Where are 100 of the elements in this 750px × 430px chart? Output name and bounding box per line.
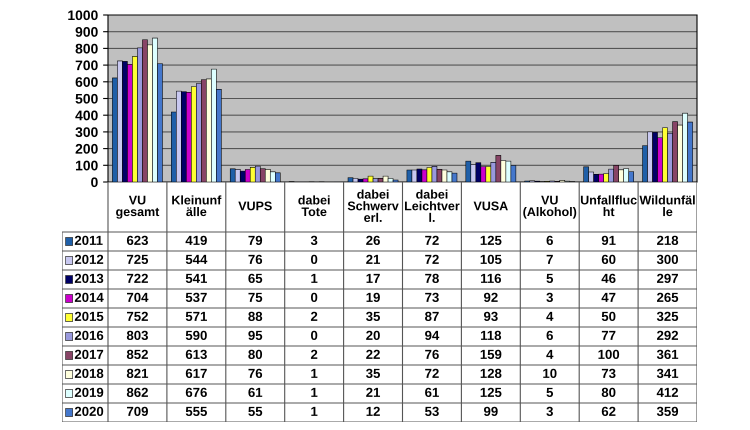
data-label: 613 xyxy=(186,350,207,360)
data-label: 128 xyxy=(480,368,502,378)
y-tick-label: 700 xyxy=(76,60,98,70)
legend-label: 2017 xyxy=(74,350,104,360)
data-label: 623 xyxy=(126,236,148,246)
y-tick-label: 500 xyxy=(76,94,98,104)
data-label: 7 xyxy=(546,254,553,264)
y-tick-label: 900 xyxy=(76,27,98,37)
data-label: 5 xyxy=(546,274,554,284)
data-label: 116 xyxy=(481,274,502,284)
data-label: 72 xyxy=(425,368,439,378)
data-label: 20 xyxy=(366,330,380,340)
data-label: 76 xyxy=(425,350,439,360)
legend-label: 2016 xyxy=(74,330,104,340)
data-label: 704 xyxy=(127,292,148,302)
data-label: 88 xyxy=(248,312,262,322)
data-label: 61 xyxy=(248,388,262,398)
y-tick-label: 300 xyxy=(75,127,98,138)
data-label: 10 xyxy=(543,368,557,378)
data-label: 47 xyxy=(602,292,616,302)
data-label: 0 xyxy=(311,330,318,340)
y-tick-label: 100 xyxy=(76,160,98,170)
data-label: 99 xyxy=(484,406,498,416)
data-label: 537 xyxy=(186,292,207,302)
data-label: 91 xyxy=(602,236,616,246)
data-label: 72 xyxy=(425,236,439,245)
x-tick-label: dabei Tote xyxy=(298,195,330,216)
data-label: 300 xyxy=(656,254,678,264)
data-label: 35 xyxy=(366,312,380,322)
data-label: 62 xyxy=(602,406,616,416)
data-label: 265 xyxy=(657,292,678,302)
data-label: 35 xyxy=(366,368,380,378)
data-label: 359 xyxy=(656,406,678,416)
x-tick-label: Kleinunf älle xyxy=(172,195,222,216)
data-label: 3 xyxy=(546,406,553,416)
data-label: 125 xyxy=(480,388,502,398)
data-label: 92 xyxy=(484,292,498,302)
data-label: 555 xyxy=(186,406,207,416)
data-label: 19 xyxy=(366,292,380,302)
data-label: 76 xyxy=(248,368,262,378)
data-label: 617 xyxy=(186,368,207,378)
x-tick-label: Unfallfluc ht xyxy=(580,195,637,216)
data-label: 1 xyxy=(311,406,318,416)
data-label: 419 xyxy=(186,236,207,246)
legend-label: 2018 xyxy=(74,368,104,378)
y-tick-label: 600 xyxy=(76,77,98,87)
data-label: 55 xyxy=(248,406,262,416)
y-tick-label: 0 xyxy=(91,177,98,188)
data-label: 79 xyxy=(248,236,262,246)
data-label: 852 xyxy=(126,350,148,360)
legend-label: 2011 xyxy=(74,236,103,246)
legend-label: 2014 xyxy=(74,292,104,302)
data-label: 4 xyxy=(546,350,554,359)
data-label: 53 xyxy=(425,406,439,416)
x-tick-label: dabei Leichtver l. xyxy=(405,190,460,222)
data-label: 87 xyxy=(425,312,439,322)
data-label: 361 xyxy=(656,350,678,360)
data-label: 72 xyxy=(425,254,439,264)
y-tick-label: 400 xyxy=(75,110,98,120)
data-label: 0 xyxy=(311,254,318,264)
data-label: 21 xyxy=(366,254,380,264)
data-label: 46 xyxy=(602,274,616,284)
data-label: 2 xyxy=(310,312,318,321)
data-label: 93 xyxy=(484,312,498,322)
data-label: 218 xyxy=(657,236,678,246)
data-label: 77 xyxy=(602,330,616,340)
data-label: 17 xyxy=(366,274,380,283)
x-tick-label: VU (Alkohol) xyxy=(523,196,576,219)
data-label: 105 xyxy=(480,254,502,264)
data-label: 725 xyxy=(127,254,148,264)
data-label: 50 xyxy=(602,312,616,322)
data-label: 0 xyxy=(311,292,318,302)
data-label: 722 xyxy=(127,274,148,283)
data-label: 22 xyxy=(366,350,380,359)
data-label: 709 xyxy=(127,406,148,416)
data-label: 803 xyxy=(126,330,148,340)
data-label: 118 xyxy=(481,330,502,340)
data-label: 4 xyxy=(546,312,554,321)
data-label: 571 xyxy=(186,312,207,322)
legend-label: 2020 xyxy=(74,406,104,416)
y-tick-label: 1000 xyxy=(68,10,98,20)
data-label: 821 xyxy=(126,368,148,378)
x-tick-label: VU gesamt xyxy=(116,196,160,219)
data-label: 75 xyxy=(248,292,262,302)
data-label: 590 xyxy=(186,330,207,340)
data-label: 5 xyxy=(546,388,554,398)
legend-label: 2013 xyxy=(74,274,104,284)
data-label: 341 xyxy=(656,368,678,378)
data-label: 26 xyxy=(366,236,380,246)
data-label: 6 xyxy=(546,236,553,246)
data-label: 676 xyxy=(186,388,207,398)
data-label: 292 xyxy=(657,330,678,340)
legend-label: 2019 xyxy=(74,388,104,398)
y-tick-label: 800 xyxy=(76,44,98,54)
data-label: 95 xyxy=(248,330,262,340)
data-label: 297 xyxy=(657,274,678,284)
data-label: 3 xyxy=(310,236,318,246)
data-label: 2 xyxy=(310,350,318,359)
x-tick-label: VUSA xyxy=(474,202,508,210)
x-tick-label: Wildunfäl le xyxy=(640,195,695,216)
